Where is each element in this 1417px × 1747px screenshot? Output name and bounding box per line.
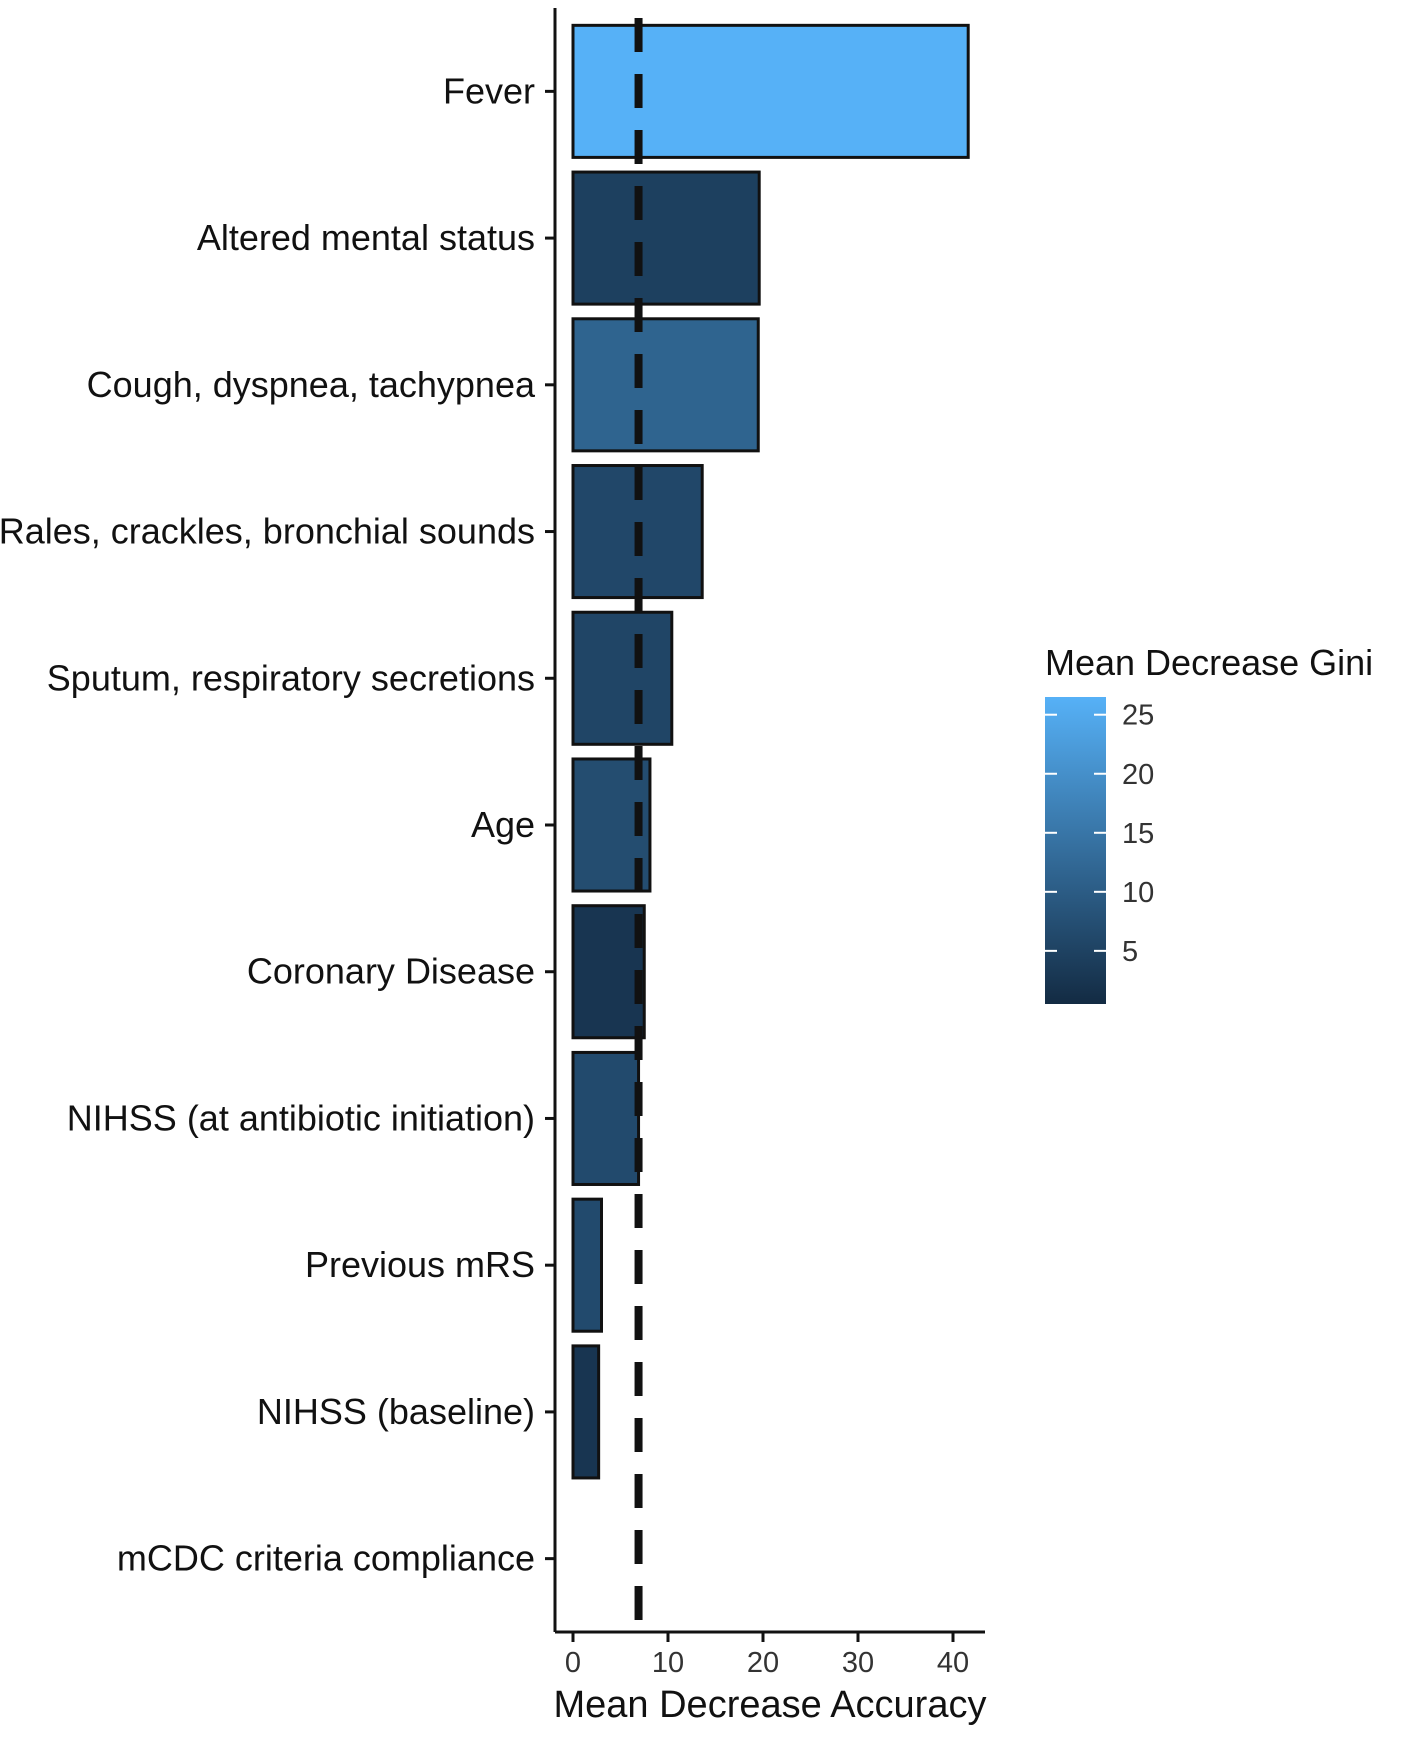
category-label-0: Fever bbox=[443, 70, 535, 111]
bars-layer bbox=[571, 23, 970, 1480]
legend-tick-label-0: 5 bbox=[1122, 936, 1138, 968]
bar-8 bbox=[571, 1197, 603, 1333]
bar-7 bbox=[571, 1050, 641, 1186]
category-label-2: Cough, dyspnea, tachypnea bbox=[87, 364, 536, 405]
legend-tick-label-1: 10 bbox=[1122, 877, 1154, 909]
bar-6 bbox=[571, 904, 646, 1040]
legend-title: Mean Decrease Gini bbox=[1045, 642, 1373, 683]
bar-9 bbox=[571, 1344, 601, 1480]
category-label-5: Age bbox=[471, 804, 535, 845]
bar-1 bbox=[571, 170, 761, 306]
bar-2 bbox=[571, 317, 760, 453]
category-label-6: Coronary Disease bbox=[247, 951, 535, 992]
x-tick-label-4: 40 bbox=[937, 1647, 969, 1679]
x-tick-label-1: 10 bbox=[652, 1647, 684, 1679]
legend-tick-label-2: 15 bbox=[1122, 818, 1154, 850]
bar-4 bbox=[571, 610, 674, 746]
category-label-4: Sputum, respiratory secretions bbox=[47, 657, 535, 698]
labels-layer: Fever Altered mental status Cough, dyspnea… bbox=[0, 70, 969, 1679]
legend-colorbar bbox=[1045, 697, 1106, 1004]
category-label-8: Previous mRS bbox=[305, 1244, 535, 1285]
category-label-1: Altered mental status bbox=[197, 217, 535, 258]
legend-ticks: 5 10 15 20 25 bbox=[1045, 700, 1154, 968]
x-tick-label-2: 20 bbox=[747, 1647, 779, 1679]
x-axis-title: Mean Decrease Accuracy bbox=[554, 1684, 987, 1726]
category-label-9: NIHSS (baseline) bbox=[257, 1391, 535, 1432]
x-tick-label-0: 0 bbox=[565, 1647, 581, 1679]
legend: Mean Decrease Gini 5 10 15 20 25 bbox=[1045, 642, 1373, 1004]
category-label-3: Rales, crackles, bronchial sounds bbox=[0, 511, 535, 552]
bar-0 bbox=[571, 23, 970, 159]
category-label-10: mCDC criteria compliance bbox=[117, 1538, 535, 1579]
category-label-7: NIHSS (at antibiotic initiation) bbox=[67, 1097, 535, 1138]
legend-tick-label-4: 25 bbox=[1122, 700, 1154, 732]
x-tick-label-3: 30 bbox=[842, 1647, 874, 1679]
axes-layer bbox=[545, 8, 985, 1642]
legend-tick-label-3: 20 bbox=[1122, 759, 1154, 791]
